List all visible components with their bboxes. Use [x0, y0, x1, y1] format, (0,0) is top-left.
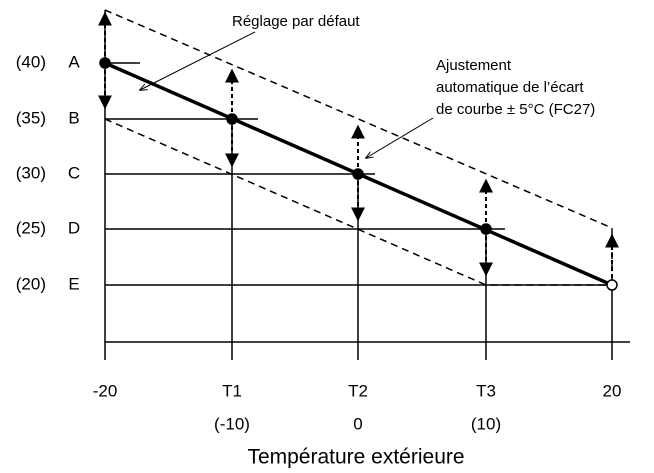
annotation-line: Ajustement [436, 57, 512, 74]
x-name-label: T2 [348, 381, 368, 400]
x-name-label: 20 [603, 381, 622, 400]
x-value-label: 0 [353, 414, 362, 433]
y-letter-label: E [68, 274, 79, 293]
y-letter-label: B [68, 108, 79, 127]
x-name-label: -20 [93, 381, 118, 400]
annotation-line: automatique de l’écart [436, 79, 584, 96]
y-letter-label: A [68, 52, 80, 71]
x-value-label: (10) [471, 414, 501, 433]
annotation-line: de courbe ± 5°C (FC27) [436, 101, 595, 118]
y-value-label: (20) [16, 274, 46, 293]
axes [98, 9, 630, 360]
x-name-label: T1 [222, 381, 242, 400]
y-letter-label: D [68, 218, 80, 237]
y-value-label: (30) [16, 163, 46, 182]
annotation: Réglage par défaut [232, 13, 360, 30]
y-letter-label: C [68, 163, 80, 182]
x-name-label: T3 [476, 381, 496, 400]
y-value-label: (25) [16, 218, 46, 237]
y-value-label: (35) [16, 108, 46, 127]
x-axis-title: Température extérieure [247, 446, 464, 469]
y-value-label: (40) [16, 52, 46, 71]
x-value-label: (-10) [214, 414, 250, 433]
